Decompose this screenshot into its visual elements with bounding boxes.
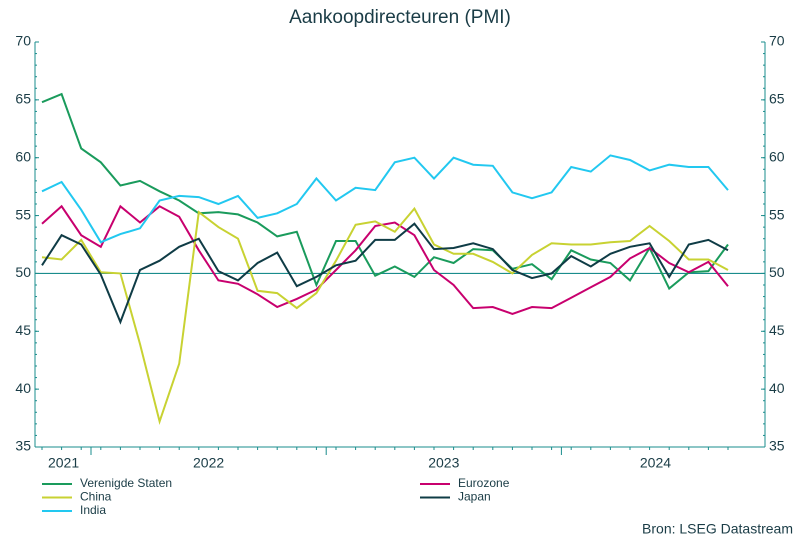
x-tick-label: 2024: [640, 455, 671, 471]
y-tick-label: 50: [15, 264, 31, 280]
x-tick-label: 2021: [48, 455, 79, 471]
y-tick-label: 45: [769, 322, 785, 338]
x-tick-label: 2022: [193, 455, 224, 471]
y-tick-label: 45: [15, 322, 31, 338]
x-tick-label: 2023: [428, 455, 459, 471]
line-series: [41, 222, 729, 325]
legend-label: Eurozone: [458, 476, 510, 490]
y-tick-label: 35: [769, 438, 785, 454]
y-tick-label: 55: [769, 206, 785, 222]
y-tick-label: 60: [769, 148, 785, 164]
legend-label: India: [80, 503, 106, 517]
source: Bron: LSEG Datastream: [642, 521, 793, 537]
y-tick-label: 35: [15, 438, 31, 454]
y-tick-label: 40: [15, 380, 31, 396]
legend-label: Verenigde Staten: [80, 476, 172, 490]
y-tick-label: 70: [15, 33, 31, 49]
y-tick-label: 60: [15, 148, 31, 164]
line-series: [41, 92, 729, 291]
y-tick-label: 55: [15, 206, 31, 222]
y-tick-label: 65: [769, 91, 785, 107]
legend-label: Japan: [458, 490, 491, 504]
line-series: [41, 206, 729, 426]
y-tick-label: 40: [769, 380, 785, 396]
line-series: [41, 204, 729, 315]
y-tick-label: 65: [15, 91, 31, 107]
line-series: [41, 154, 729, 244]
y-tick-label: 70: [769, 33, 785, 49]
legend-label: China: [80, 490, 112, 504]
chart-title: Aankoopdirecteuren (PMI): [289, 7, 511, 28]
y-tick-label: 50: [769, 264, 785, 280]
